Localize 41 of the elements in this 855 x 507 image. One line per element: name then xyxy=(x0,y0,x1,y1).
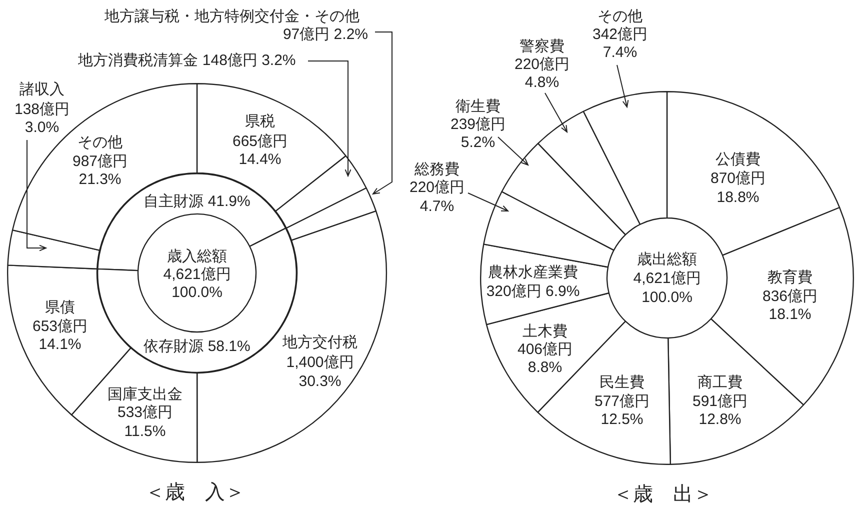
slice-label: 県債 xyxy=(45,299,75,316)
data-label: 591億円 12.8% xyxy=(692,393,748,428)
data-label: 836億円 18.1% xyxy=(762,288,818,324)
data-label: 320億円 6.9% xyxy=(486,283,580,300)
data-label: 987億円 21.3% xyxy=(72,153,128,188)
slice-label: 教育費 xyxy=(768,269,812,286)
text: ＜歳 出＞ xyxy=(613,484,713,506)
data-label: 665億円 14.4% xyxy=(232,133,288,168)
slice-label: 国庫支出金 xyxy=(108,386,182,404)
slice-label: 自主財源 41.9% xyxy=(144,193,250,210)
slice-label: 公債費 xyxy=(716,151,760,168)
slice-label: 土木費 xyxy=(522,323,568,340)
data-label: 220億円 4.8% xyxy=(514,56,570,92)
slice-label: 衛生費 xyxy=(456,98,500,116)
text: 歳出総額 4,621億円 100.0% xyxy=(633,251,701,306)
slice-label: 地方譲与税・地方特例交付金・その他 xyxy=(104,8,360,26)
slice-label: その他 xyxy=(598,8,642,26)
slice-label: 警察費 xyxy=(520,38,564,56)
data-label: 533億円 11.5% xyxy=(117,404,173,440)
data-label: 653億円 14.1% xyxy=(32,318,88,354)
data-label: 342億円 7.4% xyxy=(592,26,648,62)
slice-label: 総務費 xyxy=(414,161,460,178)
slice-label: 依存財源 58.1% xyxy=(144,338,250,356)
data-label: 220億円 4.7% xyxy=(409,179,465,216)
slice-label: 諸収入 xyxy=(20,81,64,98)
data-label: 138億円 3.0% xyxy=(14,101,70,136)
slice-label: 地方交付税 xyxy=(282,334,358,352)
slice-label: 農林水産業費 xyxy=(488,264,578,282)
data-label: 1,400億円 30.3% xyxy=(286,354,354,390)
text: 歳入総額 4,621億円 100.0% xyxy=(163,248,231,302)
data-label: 577億円 12.5% xyxy=(594,393,650,428)
slice-label: その他 xyxy=(78,134,122,152)
data-label: 870億円 18.8% xyxy=(710,170,766,206)
slice-label: 民生費 xyxy=(600,374,644,392)
slice-label: 県税 xyxy=(245,113,275,130)
data-label: 97億円 2.2% xyxy=(282,26,368,44)
data-label: 406億円 8.8% xyxy=(517,341,573,376)
slice-label: 商工費 xyxy=(698,374,742,392)
data-label: 239億円 5.2% xyxy=(450,116,506,152)
slice-label: 地方消費税清算金 148億円 3.2% xyxy=(77,52,296,70)
text: ＜歳 入＞ xyxy=(145,482,245,504)
